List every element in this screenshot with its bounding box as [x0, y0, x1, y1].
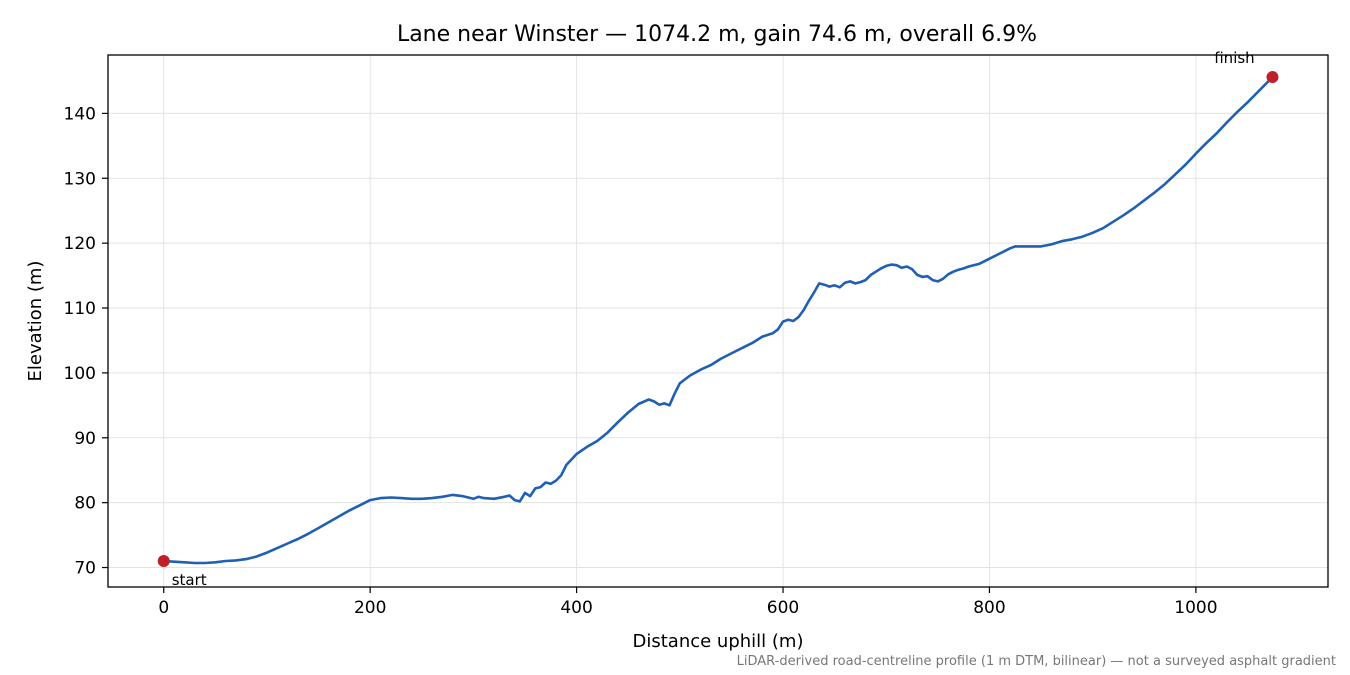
y-tick-label: 110	[64, 299, 96, 319]
y-tick-label: 90	[74, 429, 96, 449]
y-axis-label: Elevation (m)	[25, 261, 46, 382]
x-tick-label: 200	[354, 598, 386, 618]
start-marker	[157, 555, 170, 568]
x-tick-label: 0	[158, 598, 169, 618]
elevation-profile-line	[162, 75, 1274, 565]
x-tick-label: 600	[767, 598, 799, 618]
x-tick-label: 1000	[1174, 598, 1217, 618]
y-tick-label: 120	[64, 234, 96, 254]
y-tick-label: 100	[64, 364, 96, 384]
x-tick-label: 400	[560, 598, 592, 618]
chart-title: Lane near Winster — 1074.2 m, gain 74.6 …	[397, 22, 1037, 47]
plot-frame	[107, 54, 1329, 588]
finish-label: finish	[1214, 49, 1254, 67]
y-tick-label: 80	[74, 494, 96, 514]
x-tick-label: 800	[973, 598, 1005, 618]
footnote: LiDAR-derived road-centreline profile (1…	[737, 654, 1336, 669]
x-axis-label: Distance uphill (m)	[633, 631, 804, 652]
y-tick-label: 140	[64, 104, 96, 124]
grid	[108, 55, 1328, 587]
y-tick-label: 130	[64, 169, 96, 189]
x-axis-ticks: 0 200 400 600 800 1000	[158, 587, 1218, 618]
y-axis-ticks: 70 80 90 100 110 120 130 140	[64, 104, 108, 579]
start-label: start	[172, 571, 207, 589]
y-tick-label: 70	[74, 559, 96, 579]
finish-marker	[1266, 71, 1279, 84]
